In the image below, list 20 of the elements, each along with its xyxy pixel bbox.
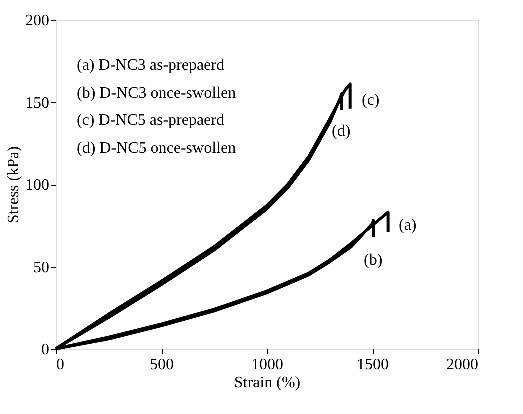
- y-tick-label: 200: [26, 12, 50, 30]
- y-tick-label: 0: [42, 342, 50, 358]
- annotation: (a): [399, 217, 417, 234]
- x-tick-label: 500: [150, 356, 174, 374]
- annotation: (b) D-NC3 once-swollen: [77, 85, 236, 102]
- x-tick-label: 1500: [357, 356, 389, 374]
- annotation: (a) D-NC3 as-prepaerd: [77, 57, 224, 74]
- y-axis-title: Stress (kPa): [6, 146, 22, 224]
- annotation: (d): [332, 123, 351, 140]
- annotation: (b): [364, 252, 383, 269]
- x-tick-label: 2000: [446, 356, 478, 374]
- y-tick-label: 100: [26, 177, 50, 194]
- annotation: (c): [362, 92, 380, 109]
- y-tick-label: 50: [34, 259, 50, 276]
- x-tick-label: 0: [56, 356, 64, 374]
- annotation: (c) D-NC5 as-prepaerd: [77, 112, 224, 129]
- y-tick-label: 150: [26, 94, 50, 112]
- x-axis-title: Strain (%): [234, 374, 301, 392]
- annotation: (d) D-NC5 once-swollen: [77, 140, 236, 157]
- x-tick-label: 1000: [252, 356, 284, 374]
